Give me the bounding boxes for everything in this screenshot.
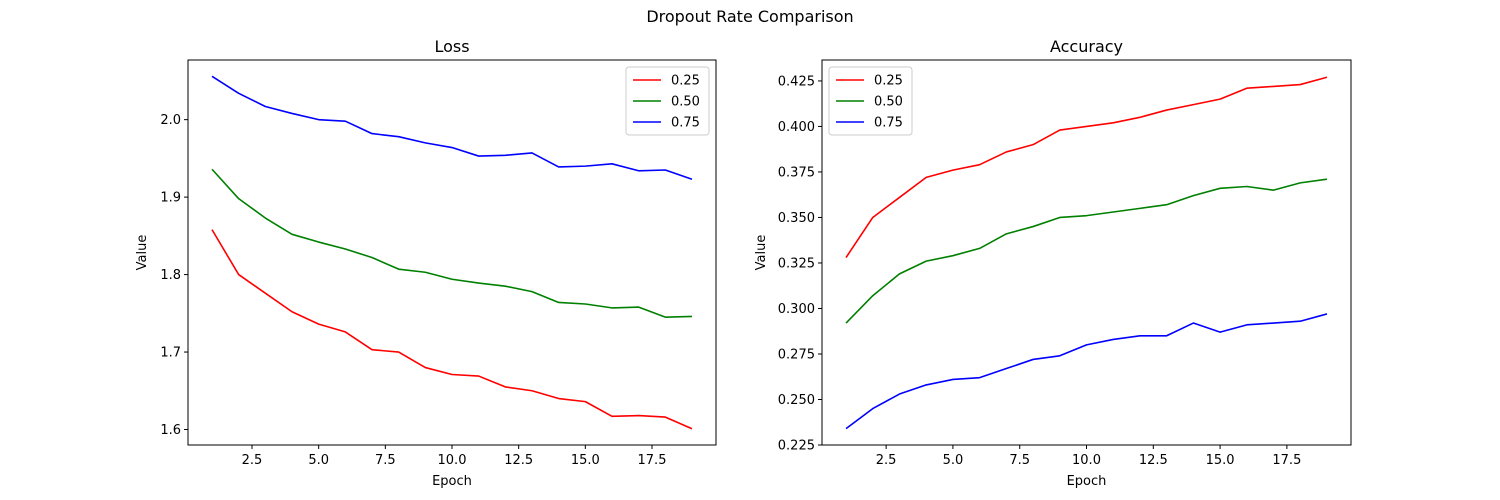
y-tick-label: 0.325 xyxy=(778,256,815,271)
legend-label-0.25: 0.25 xyxy=(874,74,903,89)
subplot-accuracy: 2.5 5.0 7.5 10.0 12.5 15.0 17.5 0.225 0.250 0.275… xyxy=(754,37,1352,489)
x-tick-label: 2.5 xyxy=(876,453,897,468)
y-tick-label: 0.350 xyxy=(778,211,815,226)
x-tick-label: 7.5 xyxy=(1009,453,1030,468)
series-line-0.50 xyxy=(845,178,1328,324)
subplot-loss: 2.5 5.0 7.5 10.0 12.5 15.0 17.5 1.6 1.7 1.8 1.9 2.0… xyxy=(135,37,717,489)
figure-title: Dropout Rate Comparison xyxy=(646,7,854,26)
x-axis-label: Epoch xyxy=(1067,474,1107,489)
x-tick-label: 10.0 xyxy=(438,453,467,468)
x-tick-label: 7.5 xyxy=(375,453,396,468)
legend-label-0.50: 0.50 xyxy=(671,95,700,110)
legend-frame xyxy=(828,66,913,136)
y-tick-label: 0.225 xyxy=(778,439,815,454)
y-axis-label: Value xyxy=(135,235,150,271)
y-axis-label: Value xyxy=(754,235,769,271)
y-tick-label: 0.425 xyxy=(778,74,815,89)
legend-label-0.75: 0.75 xyxy=(671,116,700,131)
y-tick-label: 0.250 xyxy=(778,393,815,408)
series-line-0.50 xyxy=(211,168,693,318)
legend-frame xyxy=(625,66,710,136)
legend: 0.25 0.50 0.75 xyxy=(625,66,710,136)
legend-label-0.75: 0.75 xyxy=(874,116,903,131)
x-tick-label: 15.0 xyxy=(571,453,600,468)
y-tick-label: 0.375 xyxy=(778,165,815,180)
y-tick-label: 0.300 xyxy=(778,302,815,317)
y-tick-label: 1.9 xyxy=(160,191,181,206)
series-line-0.75 xyxy=(211,75,693,181)
legend: 0.25 0.50 0.75 xyxy=(828,66,913,136)
y-tick-label: 1.7 xyxy=(160,346,181,361)
subplot-title: Accuracy xyxy=(1050,37,1123,56)
x-tick-label: 12.5 xyxy=(504,453,533,468)
x-tick-label: 5.0 xyxy=(308,453,329,468)
y-tick-label: 0.400 xyxy=(778,120,815,135)
subplot-title: Loss xyxy=(434,37,469,56)
x-tick-label: 12.5 xyxy=(1139,453,1168,468)
x-axis-label: Epoch xyxy=(432,474,472,489)
y-tick-label: 2.0 xyxy=(160,113,181,128)
y-tick-label: 1.6 xyxy=(160,423,181,438)
x-tick-label: 15.0 xyxy=(1206,453,1235,468)
series-line-0.25 xyxy=(211,229,693,430)
series-line-0.25 xyxy=(845,76,1328,258)
y-tick-label: 0.275 xyxy=(778,347,815,362)
x-tick-label: 5.0 xyxy=(943,453,964,468)
x-tick-label: 17.5 xyxy=(1272,453,1301,468)
y-tick-label: 1.8 xyxy=(160,268,181,283)
x-tick-label: 2.5 xyxy=(242,453,263,468)
legend-label-0.25: 0.25 xyxy=(671,74,700,89)
x-tick-label: 17.5 xyxy=(638,453,667,468)
legend-label-0.50: 0.50 xyxy=(874,95,903,110)
series-line-0.75 xyxy=(845,313,1328,430)
x-tick-label: 10.0 xyxy=(1072,453,1101,468)
